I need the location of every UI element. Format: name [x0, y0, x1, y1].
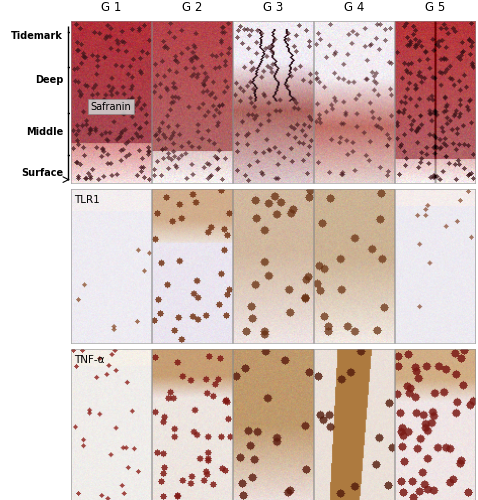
Text: G 4: G 4: [344, 2, 364, 15]
Text: Deep: Deep: [35, 75, 63, 85]
Text: Safranin: Safranin: [91, 102, 131, 112]
Text: Surface: Surface: [21, 168, 63, 178]
Text: G 5: G 5: [425, 2, 445, 15]
Text: TNF-α: TNF-α: [75, 355, 105, 365]
Text: G 1: G 1: [101, 2, 121, 15]
Text: Middle: Middle: [26, 127, 63, 137]
Text: G 3: G 3: [263, 2, 283, 15]
Text: TLR1: TLR1: [75, 194, 100, 204]
Text: Tidemark: Tidemark: [11, 30, 63, 40]
Text: G 2: G 2: [182, 2, 202, 15]
